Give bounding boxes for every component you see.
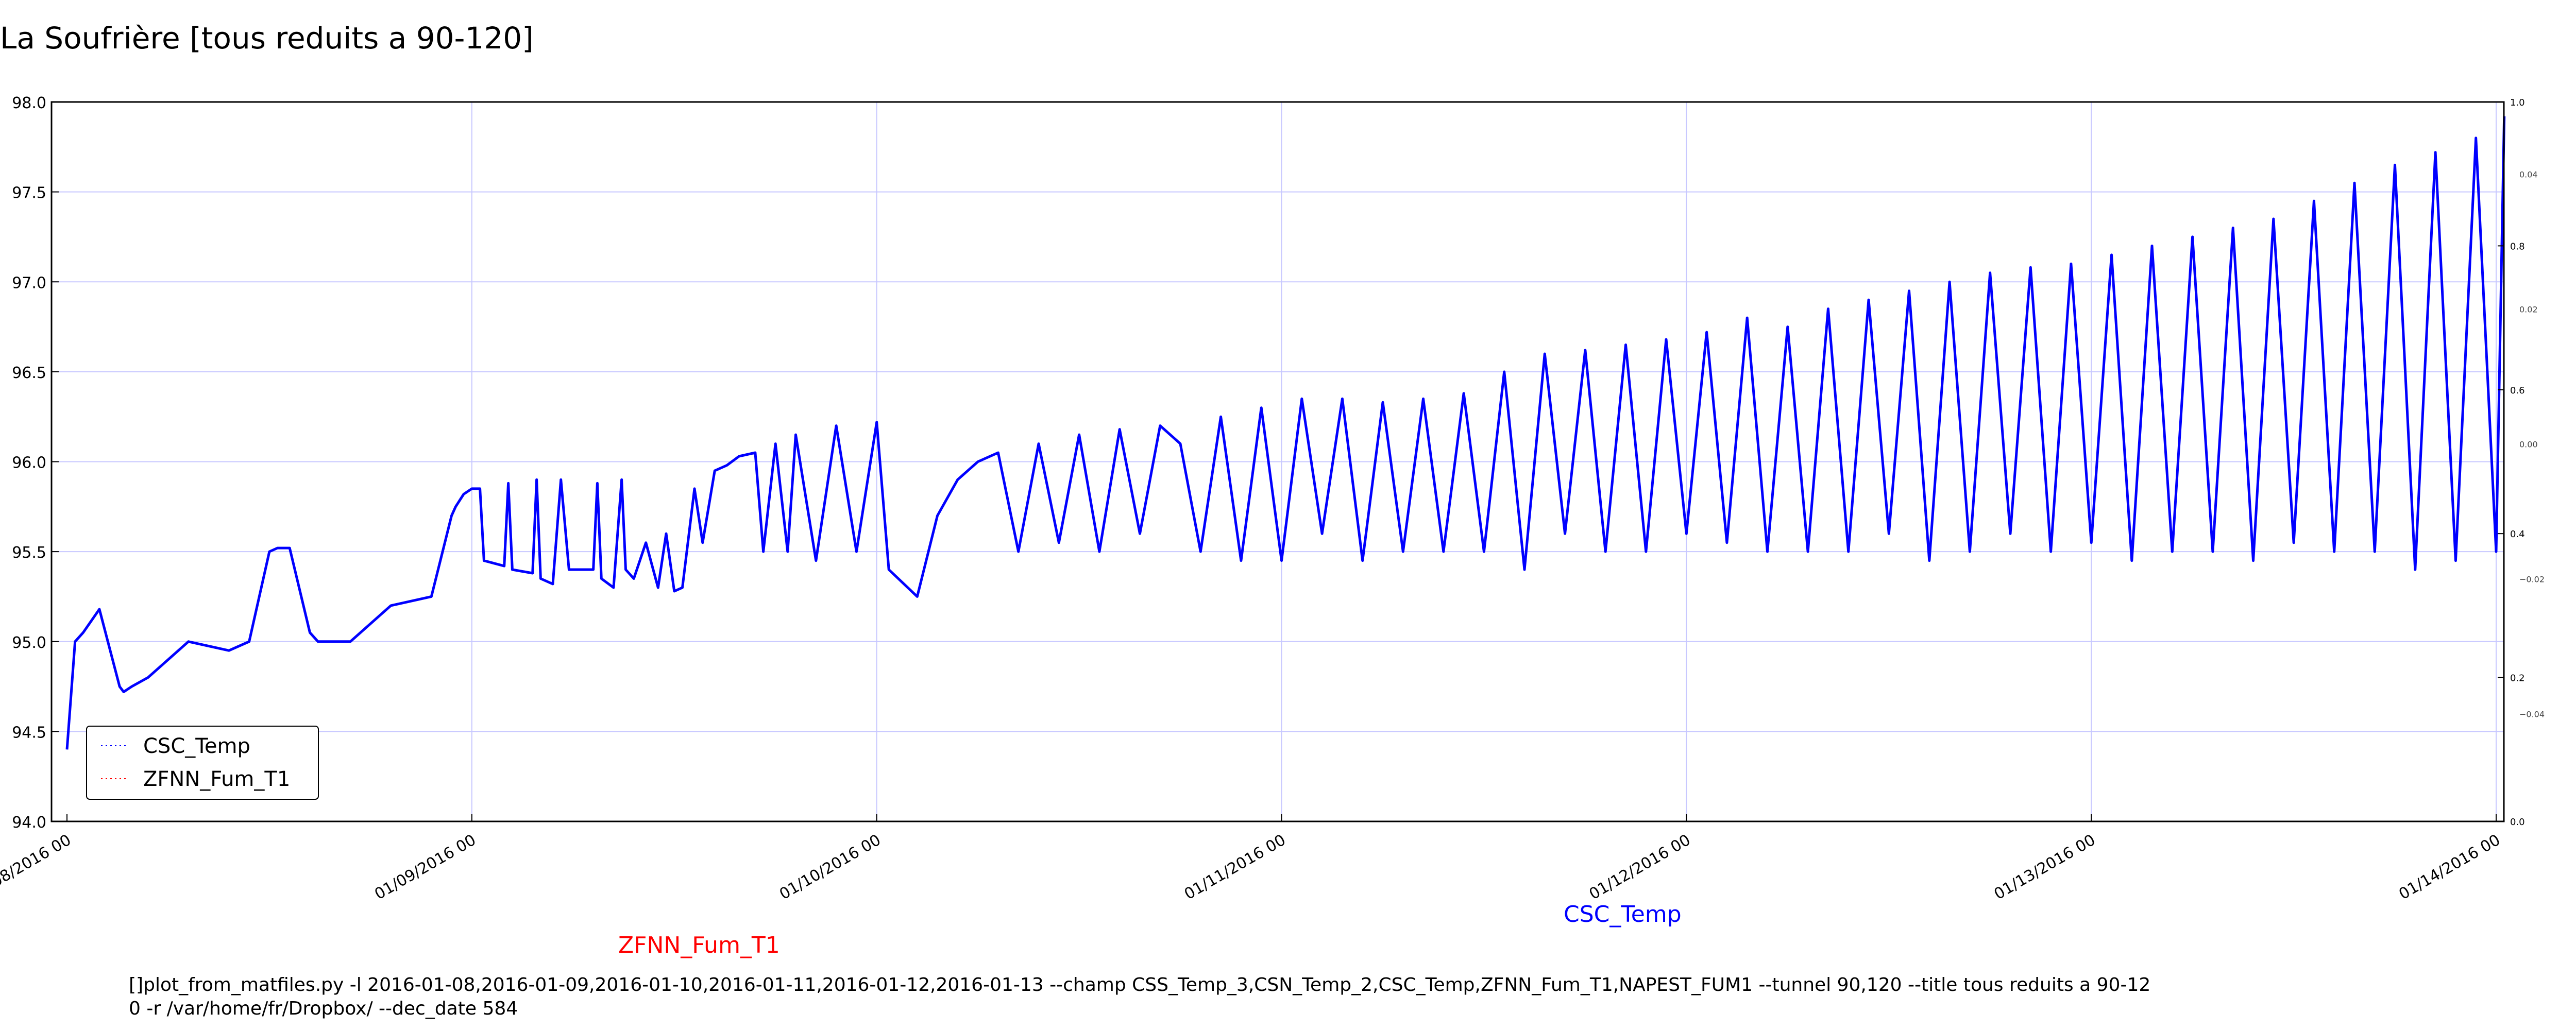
y-tick-label: 94.0 xyxy=(12,814,46,832)
right-tick-label-a: 0.2 xyxy=(2510,673,2525,684)
y-tick-label: 96.0 xyxy=(12,454,46,472)
y-tick-label: 97.0 xyxy=(12,274,46,292)
right-tick-label-a: 0.6 xyxy=(2510,385,2525,396)
right-tick-label-b: 0.02 xyxy=(2519,305,2538,315)
x-tick-label: 01/12/2016 00 xyxy=(1586,831,1694,904)
series-line-csc-temp xyxy=(65,116,2506,750)
csc-axis-label: CSC_Temp xyxy=(1564,901,1682,928)
y-tick-label: 95.5 xyxy=(12,544,46,562)
right-tick-label-b: 0.00 xyxy=(2519,440,2538,450)
command-line-2: 0 -r /var/home/fr/Dropbox/ --dec_date 58… xyxy=(129,998,518,1019)
y-tick-label: 95.0 xyxy=(12,634,46,652)
legend-box xyxy=(86,726,319,800)
right-tick-label-a: 0.0 xyxy=(2510,817,2525,828)
right-tick-label-a: 0.4 xyxy=(2510,529,2525,540)
x-tick-label: 01/13/2016 00 xyxy=(1991,831,2099,904)
right-tick-label-a: 0.8 xyxy=(2510,241,2525,252)
y-tick-label: 96.5 xyxy=(12,364,46,382)
series-lines xyxy=(65,116,2506,750)
right-tick-label-b: 0.04 xyxy=(2519,170,2538,180)
x-tick-label: 01/08/2016 00 xyxy=(0,831,74,904)
legend-label: CSC_Temp xyxy=(143,734,250,758)
chart-title: La Soufrière [tous reduits a 90-120] xyxy=(0,21,534,56)
right-tick-label-a: 1.0 xyxy=(2510,97,2525,108)
right-tick-label-b: −0.02 xyxy=(2519,575,2545,585)
right-tick-label-b: −0.04 xyxy=(2519,709,2545,719)
legend: CSC_Temp ZFNN_Fum_T1 xyxy=(86,726,319,800)
x-tick-label: 01/09/2016 00 xyxy=(371,831,479,904)
x-tick-label: 01/11/2016 00 xyxy=(1181,831,1289,904)
command-line-1: []plot_from_matfiles.py -l 2016-01-08,20… xyxy=(129,974,2151,995)
y-tick-label: 98.0 xyxy=(12,94,46,112)
x-tick-label: 01/10/2016 00 xyxy=(776,831,884,904)
command-text: []plot_from_matfiles.py -l 2016-01-08,20… xyxy=(129,973,2150,1021)
grid-lines xyxy=(52,102,2504,821)
y-tick-label: 94.5 xyxy=(12,724,46,742)
legend-label: ZFNN_Fum_T1 xyxy=(143,767,290,791)
y-tick-label: 97.5 xyxy=(12,184,46,202)
x-tick-label: 01/14/2016 00 xyxy=(2396,831,2503,904)
zfnn-axis-label: ZFNN_Fum_T1 xyxy=(618,932,780,958)
series-points-csc-temp xyxy=(66,116,2505,750)
